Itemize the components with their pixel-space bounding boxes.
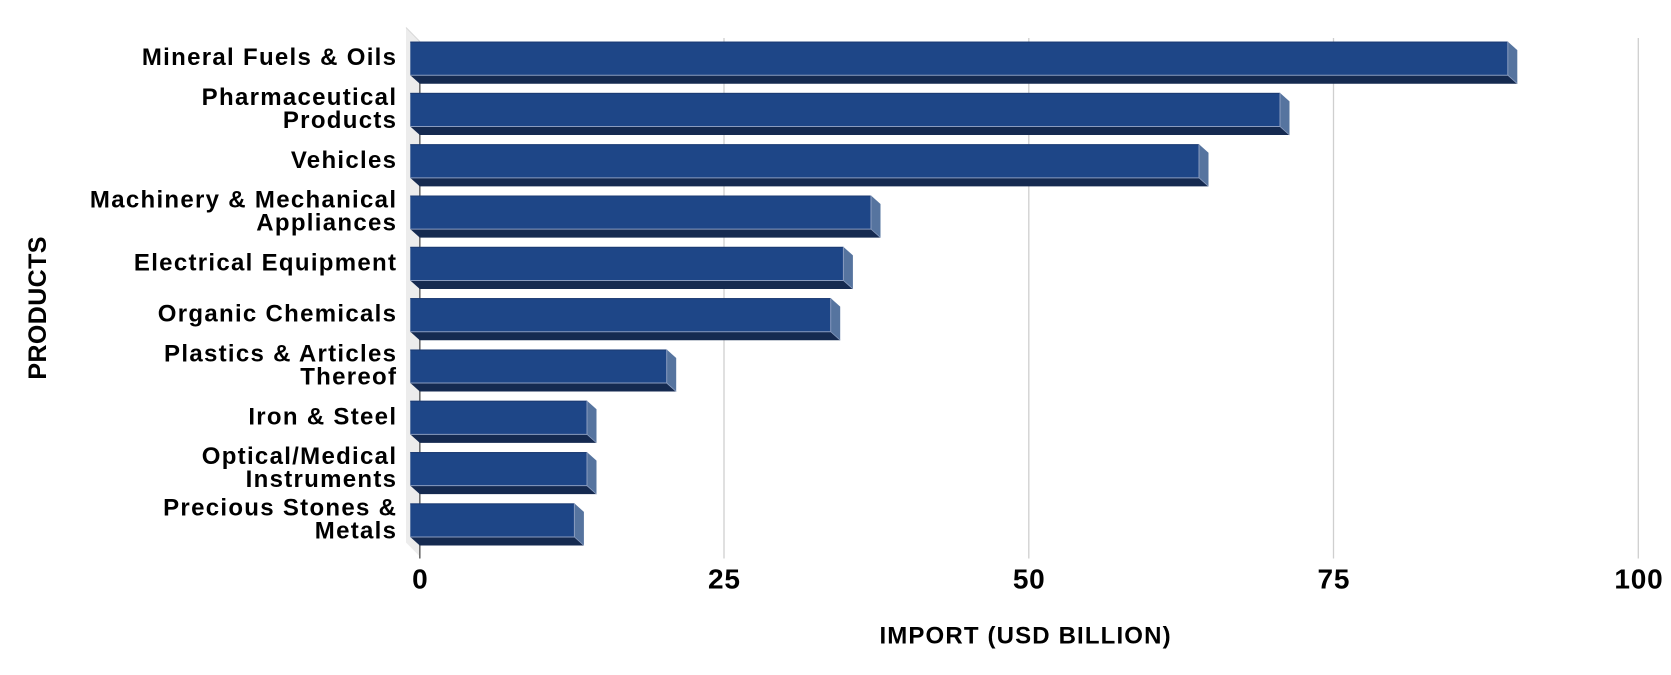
- svg-text:Optical/Medical: Optical/Medical: [202, 443, 398, 470]
- svg-text:Products: Products: [283, 107, 397, 134]
- svg-text:Mineral Fuels & Oils: Mineral Fuels & Oils: [142, 44, 397, 71]
- svg-text:Machinery & Mechanical: Machinery & Mechanical: [90, 187, 397, 214]
- svg-text:Organic Chemicals: Organic Chemicals: [158, 301, 398, 328]
- svg-text:IMPORT (USD BILLION): IMPORT (USD BILLION): [879, 623, 1171, 650]
- svg-text:Metals: Metals: [315, 517, 398, 544]
- svg-text:Thereof: Thereof: [300, 363, 397, 390]
- svg-text:0: 0: [412, 564, 428, 595]
- svg-text:Electrical Equipment: Electrical Equipment: [134, 249, 397, 276]
- svg-text:Instruments: Instruments: [246, 466, 398, 493]
- svg-text:100: 100: [1614, 564, 1663, 595]
- svg-text:50: 50: [1013, 564, 1046, 595]
- svg-text:Iron & Steel: Iron & Steel: [248, 403, 397, 430]
- svg-text:PRODUCTS: PRODUCTS: [24, 236, 52, 379]
- svg-text:75: 75: [1318, 564, 1351, 595]
- svg-text:Pharmaceutical: Pharmaceutical: [202, 84, 398, 111]
- svg-text:Precious Stones &: Precious Stones &: [163, 495, 397, 522]
- svg-text:Appliances: Appliances: [256, 210, 397, 237]
- svg-text:Plastics & Articles: Plastics & Articles: [164, 341, 397, 368]
- svg-text:25: 25: [708, 564, 741, 595]
- svg-text:Vehicles: Vehicles: [291, 147, 397, 174]
